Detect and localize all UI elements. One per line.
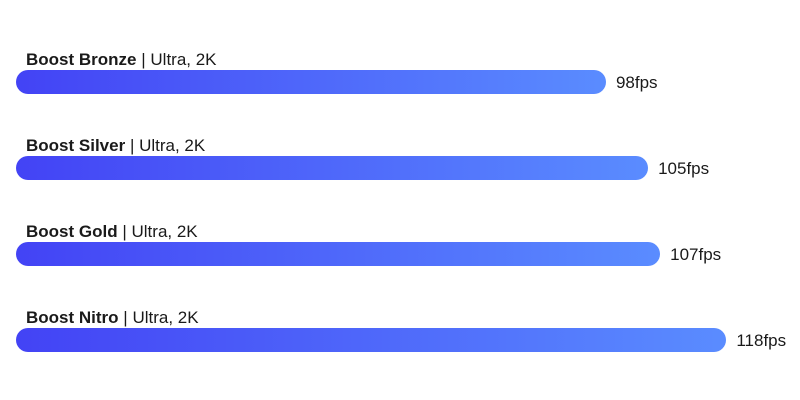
bar-category-name: Boost Nitro: [26, 308, 119, 327]
bar-category-name: Boost Gold: [26, 222, 118, 241]
bar-setting-label: Ultra, 2K: [139, 136, 206, 155]
bar-row: Boost Nitro | Ultra, 2K 118fps: [0, 308, 800, 368]
bar-setting-label: Ultra, 2K: [132, 308, 199, 327]
bar-row: Boost Bronze | Ultra, 2K 98fps: [0, 50, 800, 110]
bar-category-name: Boost Bronze: [26, 50, 137, 69]
bar-category-label: Boost Nitro | Ultra, 2K: [26, 308, 199, 328]
bar-category-label: Boost Bronze | Ultra, 2K: [26, 50, 217, 70]
bar: [16, 328, 727, 352]
bar-category-label: Boost Silver | Ultra, 2K: [26, 136, 205, 156]
bar-row: Boost Gold | Ultra, 2K 107fps: [0, 222, 800, 282]
label-separator: |: [129, 136, 135, 155]
bar-row: Boost Silver | Ultra, 2K 105fps: [0, 136, 800, 196]
label-separator: |: [122, 222, 127, 241]
bar: [16, 242, 661, 266]
bar-setting-label: Ultra, 2K: [131, 222, 198, 241]
bar-category-label: Boost Gold | Ultra, 2K: [26, 222, 198, 242]
bar-value-label: 107fps: [670, 245, 722, 264]
bar: [16, 156, 649, 180]
bar-category-name: Boost Silver: [26, 136, 126, 155]
bar-setting-label: Ultra, 2K: [150, 50, 217, 69]
bar-value-label: 98fps: [615, 73, 658, 92]
bar: [16, 70, 606, 94]
label-separator: |: [123, 308, 128, 327]
bar-value-label: 105fps: [658, 159, 710, 178]
label-separator: |: [141, 50, 146, 69]
bar-value-label: 118fps: [736, 331, 787, 350]
